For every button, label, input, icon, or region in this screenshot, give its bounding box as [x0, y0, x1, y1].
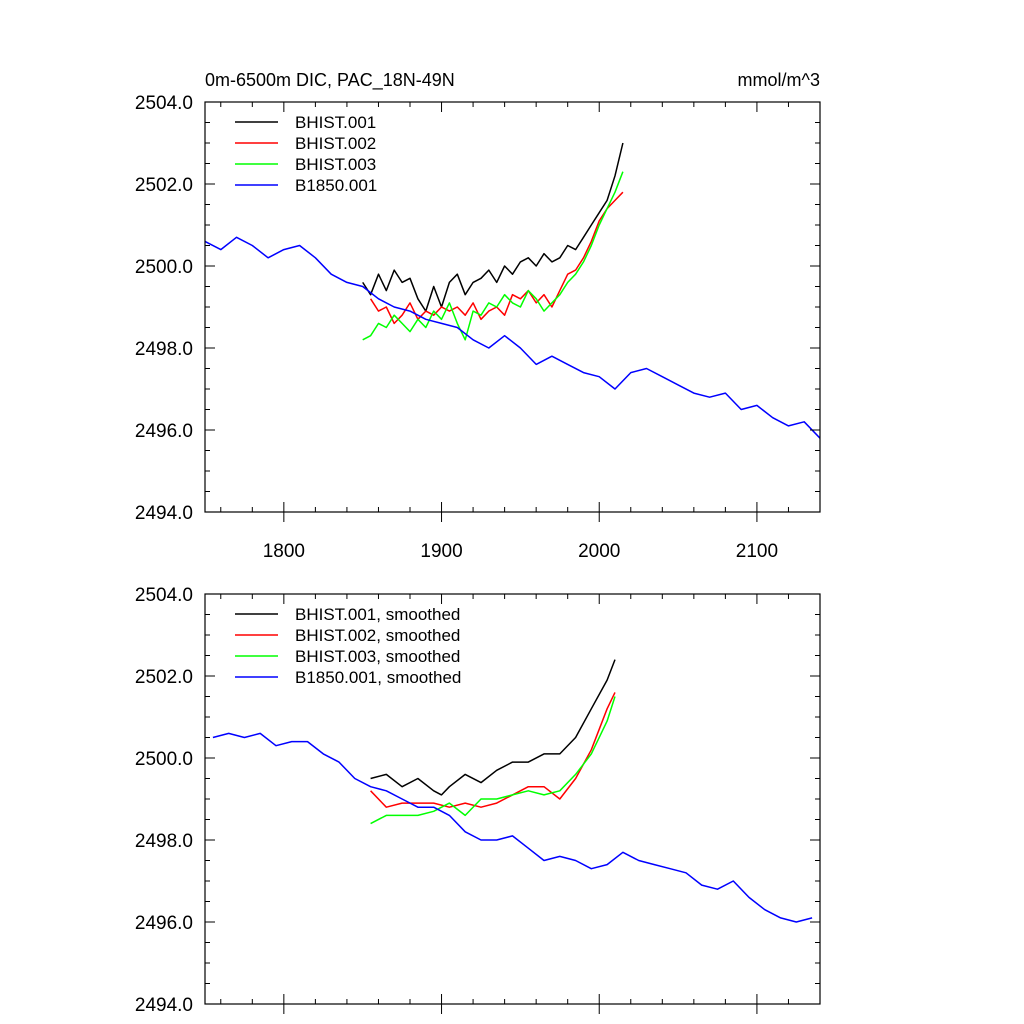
bottom-series-line-2 — [370, 696, 616, 825]
bottom-series-line-3 — [212, 732, 813, 923]
top-legend-label-2: BHIST.003 — [295, 155, 376, 174]
bottom-ytick-label: 2502.0 — [135, 667, 193, 688]
bottom-legend-label-1: BHIST.002, smoothed — [295, 626, 460, 645]
top-chart-units: mmol/m^3 — [738, 70, 820, 90]
top-legend-label-0: BHIST.001 — [295, 113, 376, 132]
top-legend-label-1: BHIST.002 — [295, 134, 376, 153]
bottom-ytick-label: 2494.0 — [135, 995, 193, 1016]
top-series-layer — [204, 142, 821, 439]
top-ytick-label: 2502.0 — [135, 175, 193, 196]
top-legend-label-3: B1850.001 — [295, 176, 377, 195]
top-ytick-label: 2496.0 — [135, 421, 193, 442]
bottom-legend-label-0: BHIST.001, smoothed — [295, 605, 460, 624]
top-series-line-0 — [362, 142, 624, 312]
bottom-series-line-0 — [370, 659, 616, 796]
top-ytick-label: 2498.0 — [135, 339, 193, 360]
bottom-series-layer — [212, 659, 813, 923]
bottom-ticks-layer: 2494.0 2496.0 2498.0 2500.0 2502.0 2504.0 — [135, 585, 821, 1016]
bottom-legend: BHIST.001, smoothed BHIST.002, smoothed BH… — [235, 605, 461, 687]
bottom-legend-label-3: B1850.001, smoothed — [295, 668, 461, 687]
bottom-legend-label-2: BHIST.003, smoothed — [295, 647, 460, 666]
bottom-chart-panel: 2494.0 2496.0 2498.0 2500.0 2502.0 2504.0 BHI… — [135, 585, 821, 1016]
top-chart-title: 0m-6500m DIC, PAC_18N-49N — [205, 70, 455, 91]
top-ytick-label: 2494.0 — [135, 503, 193, 524]
top-xtick-label: 2000 — [578, 541, 620, 562]
top-xtick-label: 1900 — [420, 541, 462, 562]
top-legend: BHIST.001 BHIST.002 BHIST.003 B1850.001 — [235, 113, 377, 195]
top-xtick-label: 2100 — [736, 541, 778, 562]
top-ticks-layer: 2494.0 2496.0 2498.0 2500.0 2502.0 2504.0 1800… — [135, 93, 821, 562]
bottom-ytick-label: 2504.0 — [135, 585, 193, 606]
top-series-line-3 — [204, 236, 821, 439]
bottom-ytick-label: 2496.0 — [135, 913, 193, 934]
top-xtick-label: 1800 — [263, 541, 305, 562]
bottom-ytick-label: 2498.0 — [135, 831, 193, 852]
bottom-ytick-label: 2500.0 — [135, 749, 193, 770]
bottom-series-line-1 — [370, 692, 616, 808]
top-series-line-2 — [362, 171, 624, 341]
top-ytick-label: 2504.0 — [135, 93, 193, 114]
top-ytick-label: 2500.0 — [135, 257, 193, 278]
top-chart-panel: 0m-6500m DIC, PAC_18N-49N mmol/m^3 2494.… — [135, 70, 821, 562]
